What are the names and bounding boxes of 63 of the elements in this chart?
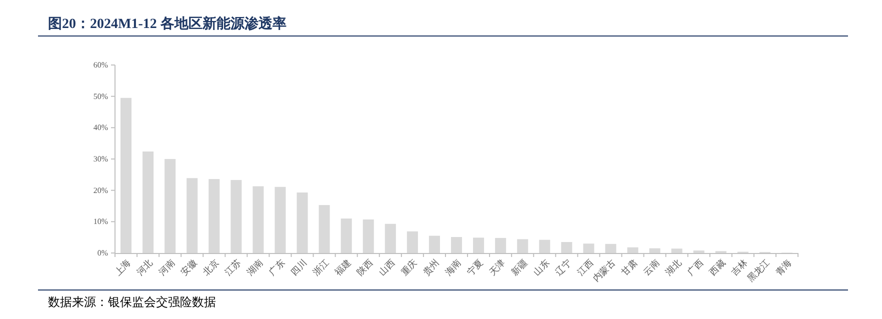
bar <box>517 239 528 253</box>
bar <box>274 186 286 253</box>
x-tick-label: 重庆 <box>399 257 420 278</box>
bar <box>473 238 484 253</box>
x-tick-label: 浙江 <box>310 257 332 278</box>
y-tick-label: 0% <box>97 248 108 258</box>
bar <box>693 250 704 253</box>
x-tick-label: 陕西 <box>355 257 376 278</box>
bar <box>230 180 242 253</box>
x-tick-label: 山西 <box>377 257 398 278</box>
x-tick-label: 广东 <box>266 257 288 278</box>
y-tick-label: 60% <box>93 60 108 70</box>
bar <box>605 244 616 253</box>
y-tick-label: 50% <box>93 92 108 101</box>
x-tick-label: 安徽 <box>178 257 200 278</box>
x-tick-label: 湖南 <box>244 257 266 278</box>
bar <box>539 240 550 253</box>
bar <box>406 231 418 253</box>
bar <box>671 248 682 253</box>
x-tick-label: 云南 <box>641 257 662 278</box>
bar <box>186 178 198 253</box>
bar <box>362 219 374 253</box>
x-tick-label: 天津 <box>487 257 508 278</box>
x-tick-label: 江苏 <box>222 257 244 278</box>
x-tick-label: 河北 <box>134 257 156 278</box>
x-tick-label: 海南 <box>443 257 464 278</box>
x-tick-label: 广西 <box>686 257 706 278</box>
bar <box>252 186 264 253</box>
bar <box>208 179 220 253</box>
x-tick-label: 贵州 <box>421 257 442 278</box>
source-note: 数据来源：银保监会交强险数据 <box>48 295 216 309</box>
x-tick-label: 湖北 <box>663 257 684 278</box>
bar <box>583 244 594 253</box>
x-tick-label: 四川 <box>288 257 310 278</box>
bar <box>627 247 638 253</box>
bar <box>318 205 330 253</box>
bar <box>120 98 132 253</box>
y-tick-label: 40% <box>93 123 108 132</box>
x-tick-label: 福建 <box>332 257 354 278</box>
x-tick-label: 青海 <box>774 257 794 278</box>
x-tick-label: 西藏 <box>708 257 728 278</box>
bar <box>450 237 462 253</box>
bar <box>561 242 572 253</box>
y-tick-label: 20% <box>93 186 108 195</box>
bar <box>164 159 176 253</box>
bar <box>384 224 396 253</box>
x-tick-label: 上海 <box>112 257 134 278</box>
x-tick-label: 宁夏 <box>465 257 486 278</box>
bar <box>340 218 352 253</box>
x-tick-label: 新疆 <box>509 257 530 278</box>
x-tick-label: 北京 <box>200 257 222 278</box>
bar <box>649 248 660 253</box>
x-tick-label: 山东 <box>531 257 552 278</box>
bar <box>495 238 506 253</box>
y-tick-label: 30% <box>93 154 108 164</box>
bar <box>142 151 154 253</box>
chart-title: 图20：2024M1-12 各地区新能源渗透率 <box>48 15 286 32</box>
bar <box>428 236 440 253</box>
bar <box>296 192 308 253</box>
x-tick-label: 辽宁 <box>553 257 574 278</box>
x-tick-label: 甘肃 <box>619 257 640 278</box>
x-tick-label: 河南 <box>156 257 178 278</box>
y-tick-label: 10% <box>93 217 108 226</box>
